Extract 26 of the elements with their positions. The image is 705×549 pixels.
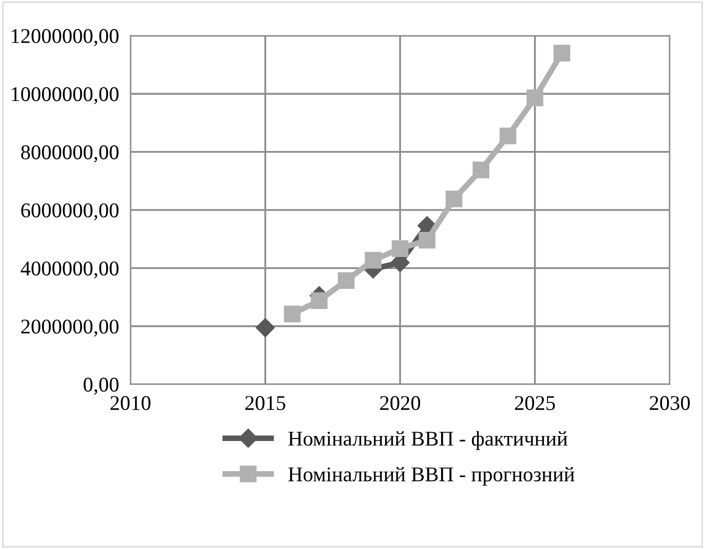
y-tick-label: 10000000,00: [12, 87, 119, 104]
point: [256, 318, 275, 338]
point: [338, 272, 354, 289]
legend-label: Номінальний ВВП - прогнозний: [288, 466, 574, 486]
x-tick-label: 2015: [245, 396, 286, 410]
x-tick-label: 2025: [515, 396, 555, 410]
legend-label: Номінальний ВВП - фактичний: [288, 431, 568, 450]
point: [554, 44, 570, 62]
x-tick-label: 2030: [650, 396, 690, 410]
y-tick-label: 2000000,00: [21, 320, 119, 337]
point: [446, 190, 462, 208]
y-tick-label: 12000000,00: [12, 29, 119, 46]
point: [284, 306, 301, 322]
point: [418, 232, 436, 249]
y-tick-label: 4000000,00: [20, 261, 119, 279]
y-tick-label: 8000000,00: [21, 145, 119, 162]
point: [364, 252, 382, 269]
y-tick-label: 6000000,00: [21, 203, 119, 220]
y-tick-label: 0,00: [84, 378, 119, 395]
point: [310, 292, 328, 309]
point: [500, 128, 516, 144]
x-tick-label: 2010: [110, 396, 150, 410]
x-tick-label: 2020: [380, 396, 420, 410]
point: [472, 162, 490, 178]
point: [392, 240, 408, 257]
point: [526, 90, 544, 106]
